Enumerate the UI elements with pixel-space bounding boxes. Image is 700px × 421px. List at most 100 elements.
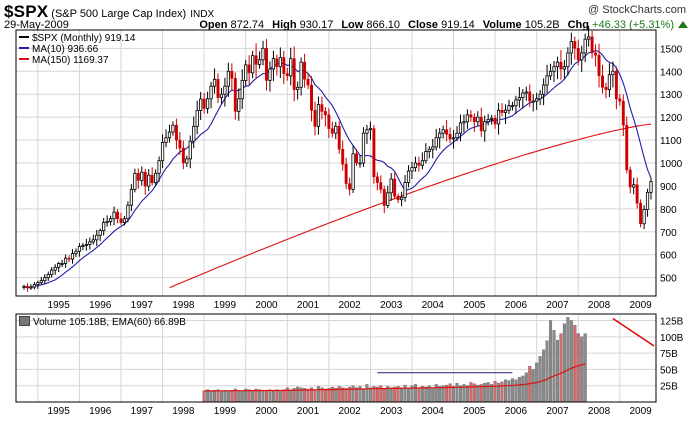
- candle-body: [32, 284, 37, 288]
- price-tick-label: 600: [660, 251, 677, 262]
- candle-body: [538, 93, 542, 100]
- candle-body: [396, 196, 400, 200]
- open-label: Open: [199, 19, 228, 31]
- candle-body: [503, 109, 508, 113]
- price-year-label: 1998: [172, 300, 195, 311]
- candle-body: [604, 87, 608, 90]
- candle-body: [507, 105, 511, 111]
- candle-body: [209, 85, 213, 100]
- volume-year-label: 1997: [131, 406, 154, 417]
- volume-bar: [566, 317, 570, 403]
- volume-bar: [278, 390, 282, 403]
- volume-bar: [382, 388, 386, 403]
- axes: [15, 29, 657, 403]
- volume-year-label: 2001: [297, 406, 320, 417]
- candle-body: [219, 93, 224, 99]
- candle-body: [535, 98, 539, 102]
- candle-body: [77, 246, 82, 252]
- candle-body: [496, 109, 501, 125]
- candle-body: [257, 59, 262, 65]
- candle-body: [594, 52, 598, 56]
- up-arrow-icon: [678, 21, 688, 28]
- stockcharts-credit[interactable]: @ StockCharts.com: [588, 4, 686, 16]
- candle-body: [327, 114, 331, 129]
- volume-year-label: 2005: [463, 406, 486, 417]
- legend-volume-swatch: [19, 316, 30, 326]
- candle-body: [355, 153, 359, 164]
- legend-ma10-swatch: [19, 47, 29, 49]
- volume-bar: [306, 388, 310, 403]
- price-year-label: 1995: [48, 300, 71, 311]
- volume-year-label: 2003: [380, 406, 403, 417]
- candle-body: [358, 162, 362, 165]
- high-value: 930.17: [299, 19, 334, 31]
- candle-body: [150, 174, 154, 183]
- volume-year-label: 1996: [89, 406, 112, 417]
- candle-body: [635, 184, 639, 204]
- volume-bar: [296, 386, 300, 403]
- candle-body: [157, 160, 161, 174]
- volume-bar: [365, 384, 369, 403]
- volume-panel-frame: [15, 313, 657, 403]
- candle-body: [296, 86, 300, 91]
- volume-year-label: 2009: [629, 406, 652, 417]
- candle-body: [63, 257, 68, 264]
- candle-body: [60, 263, 64, 265]
- volume-bar: [413, 384, 417, 403]
- volume-value: 105.2B: [524, 19, 560, 31]
- ma150-series: [169, 123, 652, 289]
- candle-body: [251, 55, 255, 74]
- candle-body: [195, 110, 199, 127]
- candle-body: [216, 79, 220, 98]
- price-year-label: 2007: [546, 300, 569, 311]
- candle-body: [441, 129, 445, 134]
- candle-body: [642, 209, 646, 225]
- volume-decline-line: [612, 317, 655, 347]
- candle-body: [143, 171, 147, 187]
- ema60-line: [204, 363, 586, 392]
- symbol: $SPX: [4, 2, 49, 21]
- candle-body: [268, 68, 272, 81]
- volume-bar: [264, 390, 268, 403]
- legend-price-text: $SPX (Monthly) 919.14: [32, 33, 136, 44]
- volume-bar: [431, 387, 435, 403]
- candle-body: [601, 75, 604, 88]
- candle-body: [88, 241, 92, 245]
- candle-body: [164, 137, 168, 143]
- candle-body: [573, 41, 577, 49]
- volume-bar: [337, 386, 341, 403]
- candle-body: [102, 222, 106, 232]
- volume-bar: [389, 387, 393, 403]
- volume-bar: [538, 356, 542, 403]
- price-tick-label: 1100: [660, 136, 682, 147]
- candle-body: [372, 128, 376, 178]
- volume-bar: [531, 369, 535, 403]
- volume-year-label: 2007: [546, 406, 569, 417]
- volume-bar: [334, 388, 338, 403]
- candle-body: [580, 52, 584, 61]
- volume-bar: [361, 388, 365, 403]
- price-tick-label: 700: [660, 228, 677, 239]
- candle-body: [542, 84, 546, 95]
- volume-bar: [517, 377, 521, 403]
- volume-bar: [490, 384, 494, 403]
- candle-body: [95, 234, 99, 241]
- price-year-label: 2009: [629, 300, 652, 311]
- volume-bar: [258, 389, 262, 403]
- volume-year-label: 1995: [48, 406, 71, 417]
- candle-body: [559, 61, 563, 70]
- volume-bar: [403, 384, 407, 403]
- volume-bar: [458, 385, 462, 403]
- volume-bar: [351, 385, 355, 403]
- candle-body: [181, 147, 185, 164]
- ma10-line: [23, 50, 652, 288]
- candle-body: [431, 146, 435, 150]
- close-value: 919.14: [441, 19, 475, 31]
- candle-body: [451, 137, 456, 140]
- candle-body: [348, 183, 352, 190]
- candle-body: [74, 250, 78, 254]
- volume-bar: [251, 390, 255, 403]
- volume-bar: [219, 390, 223, 403]
- ma150-line: [169, 123, 652, 289]
- candle-body: [70, 253, 75, 260]
